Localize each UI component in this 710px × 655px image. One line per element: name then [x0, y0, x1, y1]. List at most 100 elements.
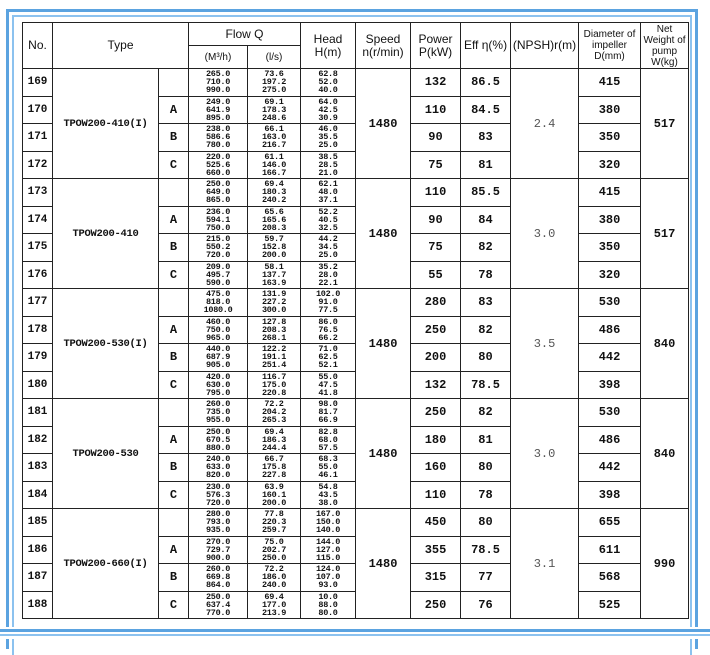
head-value: 38.0: [318, 497, 338, 508]
flow-m3h: 280.0 793.0 935.0: [188, 508, 248, 537]
flow-m3h-value: 865.0: [205, 195, 230, 206]
head-value: 86.0: [318, 316, 338, 327]
head-value: 40.5: [318, 214, 338, 225]
impeller-variant: A: [158, 425, 189, 454]
flow-ls-value: 300.0: [261, 305, 286, 316]
flow-m3h-value: 240.0: [205, 454, 230, 465]
impeller-diameter: 568: [578, 563, 641, 592]
flow-m3h-value: 420.0: [205, 371, 230, 382]
speed: 1480: [355, 288, 411, 399]
flow-ls-value: 177.0: [261, 599, 286, 610]
flow-m3h-value: 780.0: [205, 140, 230, 151]
flow-ls-value: 72.2: [264, 564, 284, 575]
flow-ls: 122.2 191.1 251.4: [247, 343, 301, 372]
head-value: 37.1: [318, 195, 338, 206]
flow-m3h: 249.0 641.9 895.0: [188, 95, 248, 124]
flow-ls-value: 58.1: [264, 261, 284, 272]
row-number: 182: [22, 425, 53, 454]
flow-m3h-value: 238.0: [205, 124, 230, 135]
flow-m3h-value: 260.0: [205, 399, 230, 410]
flow-ls: 69.1 178.3 248.6: [247, 95, 301, 124]
flow-m3h-value: 586.6: [205, 132, 230, 143]
flow-ls-value: 66.7: [264, 454, 284, 465]
flow-m3h: 260.0 735.0 955.0: [188, 398, 248, 427]
flow-ls: 59.7 152.8 200.0: [247, 233, 301, 262]
head-value: 55.0: [318, 462, 338, 473]
flow-ls-value: 163.9: [261, 277, 286, 288]
power: 450: [410, 508, 461, 537]
flow-ls-value: 268.1: [261, 332, 286, 343]
flow-ls-value: 59.7: [264, 234, 284, 245]
outer-frame: [6, 9, 698, 649]
flow-ls-value: 259.7: [261, 525, 286, 536]
header-flow-ls: (l/s): [247, 45, 301, 69]
impeller-variant: [158, 68, 189, 97]
npsh: 3.1: [510, 508, 579, 619]
head-value: 150.0: [315, 517, 340, 528]
flow-ls-value: 227.8: [261, 470, 286, 481]
impeller-diameter: 320: [578, 260, 641, 289]
head: 52.2 40.5 32.5: [300, 205, 356, 234]
table-row: 169 TPOW200-410(I) 265.0 710.0 990.0 73.6 197.…: [22, 68, 689, 179]
flow-ls-value: 251.4: [261, 360, 286, 371]
head: 35.2 28.0 22.1: [300, 260, 356, 289]
head-value: 52.2: [318, 206, 338, 217]
table-row: 183 B 240.0 633.0 820.0 66.7 175.8 227.8 68.3 55.…: [22, 453, 689, 482]
head-value: 81.7: [318, 407, 338, 418]
flow-ls-value: 116.7: [261, 371, 286, 382]
row-number: 173: [22, 178, 53, 207]
head-value: 32.5: [318, 222, 338, 233]
flow-m3h-value: 710.0: [205, 77, 230, 88]
efficiency: 82: [460, 398, 511, 427]
head: 38.5 28.5 21.0: [300, 150, 356, 179]
impeller-diameter: 530: [578, 398, 641, 427]
flow-ls-value: 175.8: [261, 462, 286, 473]
head: 167.0 150.0 140.0: [300, 508, 356, 537]
impeller-diameter: 415: [578, 68, 641, 97]
head-value: 127.0: [315, 544, 340, 555]
flow-m3h: 420.0 630.0 795.0: [188, 370, 248, 399]
flow-m3h: 230.0 576.3 720.0: [188, 480, 248, 509]
impeller-variant: [158, 398, 189, 427]
flow-ls-value: 208.3: [261, 222, 286, 233]
power: 132: [410, 68, 461, 97]
flow-ls-value: 166.7: [261, 167, 286, 178]
head-value: 34.5: [318, 242, 338, 253]
flow-m3h-value: 209.0: [205, 261, 230, 272]
table-row: 173 TPOW200-410 250.0 649.0 865.0 69.4 180.3 24…: [22, 178, 689, 289]
flow-m3h-value: 475.0: [205, 289, 230, 300]
table-row: 172 C 220.0 525.6 660.0 61.1 146.0 166.7 38.5 28.…: [22, 150, 689, 179]
header-flow: Flow Q: [188, 22, 301, 46]
pump-type: TPOW200-530: [52, 398, 159, 509]
flow-m3h-value: 594.1: [205, 214, 230, 225]
table-row: 177 TPOW200-530(I) 475.0 818.0 1080.0 131.9 22…: [22, 288, 689, 399]
head-value: 43.5: [318, 489, 338, 500]
row-number: 176: [22, 260, 53, 289]
flow-ls-value: 69.4: [264, 426, 284, 437]
impeller-diameter: 380: [578, 95, 641, 124]
flow-m3h-value: 729.7: [205, 544, 230, 555]
flow-m3h-value: 965.0: [205, 332, 230, 343]
flow-m3h-value: 720.0: [205, 250, 230, 261]
impeller-diameter: 486: [578, 425, 641, 454]
head-value: 64.0: [318, 96, 338, 107]
power: 75: [410, 233, 461, 262]
row-number: 181: [22, 398, 53, 427]
head: 86.0 76.5 66.2: [300, 315, 356, 344]
head: 44.2 34.5 25.0: [300, 233, 356, 262]
flow-m3h-value: 793.0: [205, 517, 230, 528]
efficiency: 83: [460, 123, 511, 152]
row-number: 169: [22, 68, 53, 97]
power: 90: [410, 123, 461, 152]
impeller-variant: A: [158, 315, 189, 344]
power: 90: [410, 205, 461, 234]
head: 82.8 68.0 57.5: [300, 425, 356, 454]
head: 55.0 47.5 41.8: [300, 370, 356, 399]
head-value: 66.9: [318, 415, 338, 426]
flow-m3h-value: 955.0: [205, 415, 230, 426]
head-value: 71.0: [318, 344, 338, 355]
head: 71.0 62.5 52.1: [300, 343, 356, 372]
power: 355: [410, 535, 461, 564]
speed: 1480: [355, 68, 411, 179]
flow-m3h: 250.0 637.4 770.0: [188, 590, 248, 619]
